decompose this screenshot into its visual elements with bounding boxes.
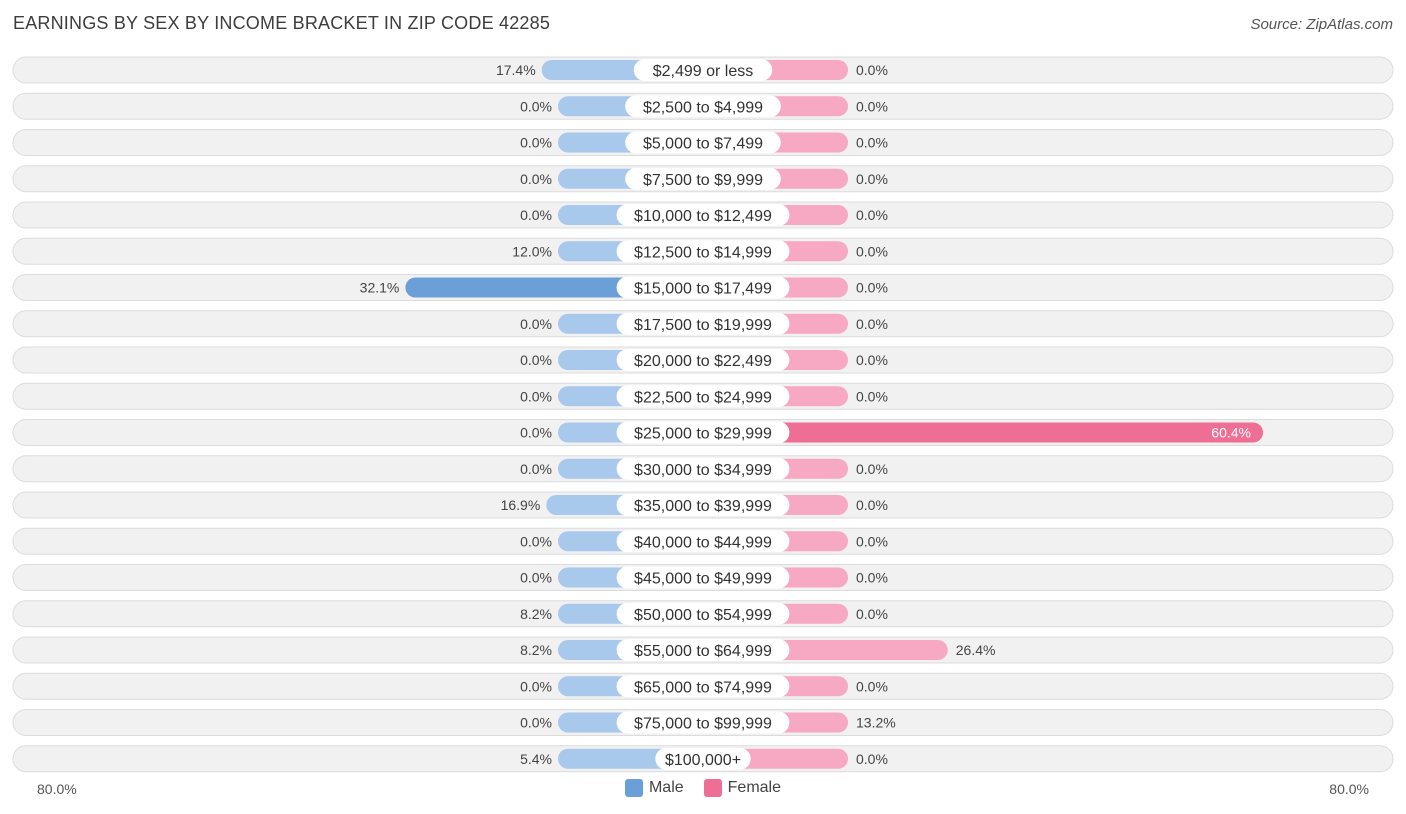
category-pill bbox=[616, 385, 790, 408]
income-bracket-chart: 17.4% 0.0% $2,499 or less 0.0% 0.0% $2,500 to… bbox=[12, 56, 1394, 773]
male-value-label: 0.0% bbox=[520, 98, 552, 114]
legend-item-female: Female bbox=[703, 779, 782, 797]
female-swatch bbox=[703, 779, 722, 797]
female-value-label: 0.0% bbox=[856, 352, 888, 368]
male-value-label: 8.2% bbox=[520, 606, 552, 622]
category-pill bbox=[616, 494, 790, 516]
source-note: Source: ZipAtlas.com bbox=[1250, 16, 1393, 33]
female-value-label: 0.0% bbox=[856, 497, 888, 513]
category-label: $25,000 to $29,999 bbox=[634, 426, 772, 443]
female-value-label: 0.0% bbox=[856, 388, 888, 404]
category-label: $65,000 to $74,999 bbox=[634, 679, 772, 696]
male-value-label: 0.0% bbox=[520, 388, 552, 404]
category-label: $7,500 to $9,999 bbox=[643, 172, 763, 189]
category-pill bbox=[616, 421, 790, 444]
chart-title: EARNINGS BY SEX BY INCOME BRACKET IN ZIP… bbox=[13, 13, 551, 33]
category-pill bbox=[625, 95, 781, 118]
category-label: $55,000 to $64,999 bbox=[634, 643, 772, 660]
female-value-label: 0.0% bbox=[856, 533, 888, 549]
female-value-label: 0.0% bbox=[856, 606, 888, 622]
legend-male-label: Male bbox=[648, 779, 684, 796]
male-value-label: 0.0% bbox=[520, 171, 552, 187]
male-value-label: 17.4% bbox=[496, 62, 536, 78]
male-value-label: 0.0% bbox=[520, 678, 552, 694]
category-label: $30,000 to $34,999 bbox=[634, 462, 772, 479]
category-label: $15,000 to $17,499 bbox=[634, 281, 772, 298]
category-pill bbox=[616, 639, 790, 661]
category-label: $22,500 to $24,999 bbox=[634, 389, 772, 406]
male-value-label: 0.0% bbox=[520, 533, 552, 549]
female-value-label: 0.0% bbox=[856, 62, 888, 78]
male-value-label: 32.1% bbox=[360, 280, 400, 296]
male-value-label: 5.4% bbox=[520, 751, 552, 767]
category-pill bbox=[616, 349, 790, 371]
category-pill bbox=[616, 276, 790, 299]
female-value-label: 0.0% bbox=[856, 570, 888, 586]
female-bar bbox=[703, 422, 1263, 443]
category-pill bbox=[616, 675, 790, 698]
category-pill bbox=[616, 240, 790, 263]
male-value-label: 8.2% bbox=[520, 642, 552, 658]
female-value-label: 0.0% bbox=[856, 678, 888, 694]
category-pill bbox=[625, 167, 781, 190]
female-value-label: 0.0% bbox=[856, 243, 888, 259]
male-value-label: 0.0% bbox=[520, 461, 552, 477]
female-value-label: 0.0% bbox=[856, 98, 888, 114]
legend-item-male: Male bbox=[624, 779, 684, 797]
category-label: $17,500 to $19,999 bbox=[634, 317, 772, 334]
female-value-label: 26.4% bbox=[956, 642, 996, 658]
category-label: $50,000 to $54,999 bbox=[634, 607, 772, 624]
female-value-label: 0.0% bbox=[856, 316, 888, 332]
female-value-label: 0.0% bbox=[856, 135, 888, 151]
category-pill bbox=[655, 747, 751, 770]
male-value-label: 16.9% bbox=[501, 497, 541, 513]
category-label: $10,000 to $12,499 bbox=[634, 208, 772, 225]
female-value-label: 0.0% bbox=[856, 461, 888, 477]
category-pill bbox=[625, 131, 781, 154]
female-value-label: 13.2% bbox=[856, 715, 896, 731]
male-swatch bbox=[624, 779, 643, 797]
female-value-label: 0.0% bbox=[856, 280, 888, 296]
male-value-label: 0.0% bbox=[520, 570, 552, 586]
category-pill bbox=[616, 312, 790, 335]
category-pill bbox=[616, 566, 790, 589]
female-value-label: 0.0% bbox=[856, 207, 888, 223]
category-label: $35,000 to $39,999 bbox=[634, 498, 772, 515]
male-value-label: 0.0% bbox=[520, 135, 552, 151]
category-pill bbox=[616, 204, 790, 226]
category-label: $12,500 to $14,999 bbox=[634, 244, 772, 261]
category-pill bbox=[633, 59, 773, 81]
category-label: $40,000 to $44,999 bbox=[634, 534, 772, 551]
male-value-label: 0.0% bbox=[520, 352, 552, 368]
male-value-label: 0.0% bbox=[520, 425, 552, 441]
male-value-label: 12.0% bbox=[512, 243, 552, 259]
category-label: $2,500 to $4,999 bbox=[643, 99, 763, 116]
category-pill bbox=[616, 602, 790, 625]
male-value-label: 0.0% bbox=[520, 715, 552, 731]
category-label: $100,000+ bbox=[665, 752, 741, 769]
female-value-label: 0.0% bbox=[856, 751, 888, 767]
category-label: $2,499 or less bbox=[653, 63, 754, 80]
axis-right-label: 80.0% bbox=[1329, 781, 1369, 797]
category-pill bbox=[616, 457, 790, 480]
category-label: $75,000 to $99,999 bbox=[634, 716, 772, 733]
female-value-label: 60.4% bbox=[1211, 425, 1251, 441]
category-pill bbox=[616, 530, 790, 553]
female-value-label: 0.0% bbox=[856, 171, 888, 187]
category-label: $20,000 to $22,499 bbox=[634, 353, 772, 370]
male-value-label: 0.0% bbox=[520, 207, 552, 223]
category-label: $45,000 to $49,999 bbox=[634, 571, 772, 588]
legend-female-label: Female bbox=[727, 779, 782, 796]
category-label: $5,000 to $7,499 bbox=[643, 136, 763, 153]
legend: Male Female bbox=[0, 779, 1406, 797]
male-value-label: 0.0% bbox=[520, 316, 552, 332]
category-pill bbox=[616, 711, 790, 734]
axis-left-label: 80.0% bbox=[37, 781, 77, 797]
